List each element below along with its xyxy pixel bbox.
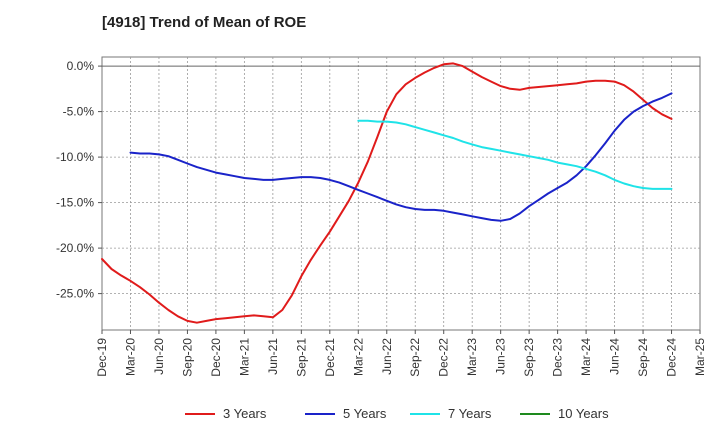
x-tick-label: Jun-24 <box>608 338 622 375</box>
x-tick-label: Mar-21 <box>237 338 251 376</box>
x-tick-label: Dec-23 <box>551 338 565 377</box>
x-tick-label: Dec-24 <box>665 338 679 377</box>
x-tick-label: Sep-24 <box>636 338 650 377</box>
x-tick-label: Sep-20 <box>180 338 194 377</box>
y-tick-label: -25.0% <box>56 287 94 301</box>
x-tick-label: Jun-21 <box>266 338 280 375</box>
series-line-7-years <box>357 119 673 190</box>
x-tick-label: Jun-23 <box>494 338 508 375</box>
legend-label: 5 Years <box>343 406 387 421</box>
x-tick-label: Mar-25 <box>693 338 707 376</box>
y-tick-label: -5.0% <box>63 105 95 119</box>
y-tick-label: -15.0% <box>56 196 94 210</box>
y-tick-label: 0.0% <box>67 59 95 73</box>
x-tick-label: Mar-20 <box>123 338 137 376</box>
x-tick-label: Sep-22 <box>408 338 422 377</box>
x-tick-label: Jun-22 <box>380 338 394 375</box>
x-tick-label: Mar-23 <box>465 338 479 376</box>
x-tick-label: Sep-21 <box>294 338 308 377</box>
chart-title: [4918] Trend of Mean of ROE <box>102 14 307 31</box>
series-line-3-years <box>101 62 673 324</box>
y-tick-label: -20.0% <box>56 241 94 255</box>
x-tick-label: Dec-22 <box>437 338 451 377</box>
legend-label: 7 Years <box>448 406 492 421</box>
x-tick-label: Sep-23 <box>522 338 536 377</box>
legend-label: 3 Years <box>223 406 267 421</box>
plot-area <box>101 56 701 331</box>
legend-label: 10 Years <box>558 406 609 421</box>
x-tick-label: Mar-22 <box>351 338 365 376</box>
y-tick-label: -10.0% <box>56 150 94 164</box>
x-tick-label: Mar-24 <box>579 338 593 376</box>
x-tick-label: Jun-20 <box>152 338 166 375</box>
series-line-5-years <box>129 92 673 222</box>
x-tick-label: Dec-19 <box>95 338 109 377</box>
x-tick-label: Dec-21 <box>323 338 337 377</box>
x-tick-label: Dec-20 <box>209 338 223 377</box>
